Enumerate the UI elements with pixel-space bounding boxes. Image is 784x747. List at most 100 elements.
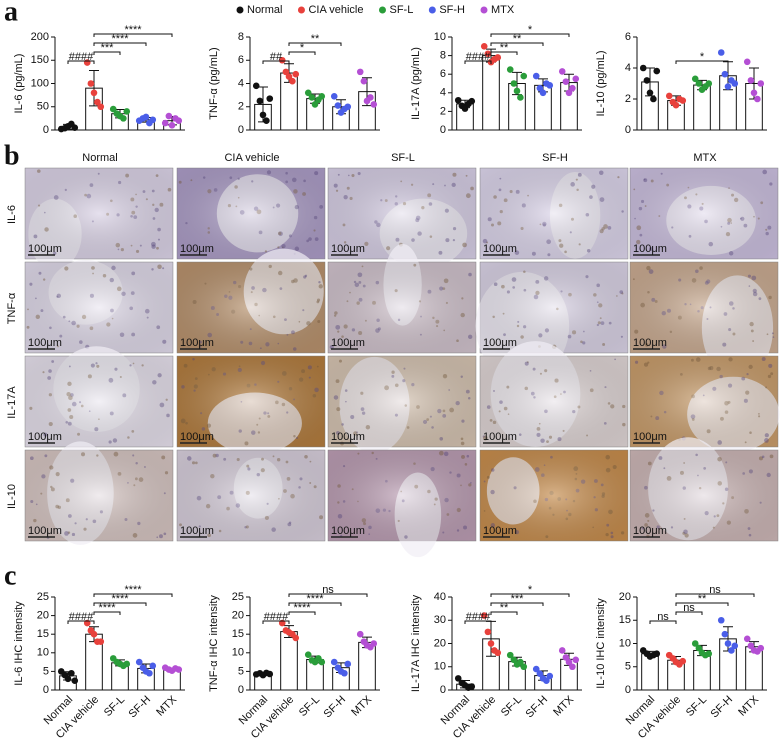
x-tick-label: MTX [349, 693, 374, 718]
scale-bar-label: 100μm [180, 431, 214, 443]
significance-bracket [490, 51, 518, 55]
data-point [87, 80, 95, 87]
data-point [717, 49, 725, 56]
data-point [510, 656, 518, 664]
data-point [721, 70, 729, 78]
y-tick-label: 0 [440, 124, 446, 136]
y-tick-label: 0 [440, 684, 446, 696]
data-point [266, 670, 274, 678]
micrograph-shade [630, 168, 778, 259]
data-point [285, 73, 293, 80]
significance-label: ns [683, 602, 695, 614]
y-tick-label: 15 [619, 614, 631, 626]
data-point [123, 108, 131, 115]
y-tick-label: 5 [238, 665, 244, 677]
micrograph-shade [25, 168, 173, 259]
significance-label: * [300, 42, 305, 54]
scale-bar-label: 100μm [633, 243, 667, 255]
x-tick-label: MTX [736, 693, 761, 718]
y-tick-label: 25 [232, 591, 244, 603]
data-point [330, 92, 338, 100]
significance-label: #### [69, 611, 94, 623]
significance-bracket [288, 51, 316, 55]
error-bar [89, 69, 99, 107]
y-tick-label: 10 [37, 647, 49, 659]
data-point [743, 635, 751, 643]
micrograph-shade [177, 450, 325, 541]
micrograph-shade [177, 356, 325, 447]
y-axis-label: IL-10 IHC intensity [595, 598, 607, 689]
data-point [308, 94, 316, 101]
significance-label: #### [264, 611, 289, 623]
data-point [135, 658, 143, 666]
data-point [468, 97, 476, 105]
y-tick-label: 150 [31, 54, 49, 66]
data-point [318, 92, 326, 100]
y-tick-label: 6 [625, 31, 631, 43]
data-point [90, 630, 98, 638]
data-point [513, 87, 521, 95]
data-point [639, 64, 647, 72]
data-point [558, 68, 566, 75]
data-point [724, 83, 732, 90]
y-axis-label: IL-6 (pg/mL) [13, 54, 25, 114]
row-label: IL-17A [6, 386, 18, 419]
y-tick-label: 25 [37, 591, 49, 603]
y-tick-label: 2 [625, 93, 631, 105]
data-point [695, 644, 703, 652]
data-point [146, 669, 153, 677]
data-point [149, 662, 157, 670]
scale-bar-label: 100μm [483, 243, 517, 255]
data-point [168, 122, 176, 129]
micrograph-shade [25, 356, 173, 447]
data-point [356, 630, 364, 638]
data-point [750, 89, 758, 97]
data-point [532, 665, 540, 673]
x-tick-label: SF-H [524, 694, 551, 721]
y-tick-label: 8 [238, 31, 244, 43]
legend-marker [428, 6, 436, 14]
x-tick-label: MTX [154, 693, 179, 718]
significance-bracket [288, 593, 368, 597]
data-point [266, 95, 274, 102]
scale-bar-label: 100μm [483, 525, 517, 537]
scale-bar-label: 100μm [483, 337, 517, 349]
data-point [691, 75, 699, 83]
data-point [705, 650, 713, 658]
micrograph-shade [328, 168, 476, 259]
data-point [569, 663, 576, 671]
legend-marker [378, 6, 386, 14]
data-point [724, 640, 732, 647]
micrograph-shade [328, 356, 476, 447]
y-tick-label: 5 [625, 661, 631, 673]
data-point [653, 67, 661, 75]
data-point [569, 84, 576, 92]
row-label: IL-10 [6, 484, 18, 509]
scale-bar-label: 100μm [633, 431, 667, 443]
x-tick-label: SF-L [102, 694, 127, 719]
data-point [510, 80, 518, 87]
data-point [539, 89, 547, 97]
data-point [754, 95, 761, 103]
significance-bracket [675, 593, 755, 597]
data-point [536, 84, 544, 92]
data-point [747, 642, 755, 650]
legend-label: SF-H [439, 4, 465, 16]
y-axis-label: IL-17A IHC intensity [410, 594, 422, 692]
data-point [543, 677, 550, 684]
significance-label: *** [511, 593, 525, 605]
micrograph-shade [630, 262, 778, 353]
data-point [546, 672, 554, 680]
scale-bar-label: 100μm [28, 525, 62, 537]
data-point [562, 78, 570, 85]
column-label: MTX [693, 152, 717, 164]
significance-label: ns [322, 584, 334, 596]
data-point [71, 124, 79, 131]
significance-label: ** [311, 33, 320, 45]
significance-label: #### [466, 611, 491, 623]
significance-bracket [93, 593, 173, 597]
y-tick-label: 10 [232, 647, 244, 659]
bar [482, 55, 500, 131]
micrograph-shade [480, 450, 628, 541]
significance-label: ** [513, 33, 522, 45]
